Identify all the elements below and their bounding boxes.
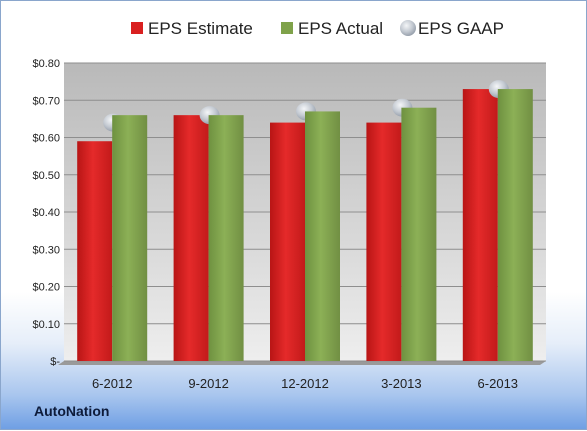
bar-eps-actual [401, 107, 437, 361]
y-tick-label: $0.40 [32, 207, 60, 219]
y-tick-label: $0.10 [32, 319, 60, 331]
x-tick-label: 6-2013 [478, 376, 518, 391]
legend-swatch [281, 22, 293, 34]
legend-item: EPS GAAP [400, 19, 504, 38]
y-tick-label: $0.30 [32, 244, 60, 256]
y-tick-label: $0.80 [32, 58, 60, 70]
legend-label: EPS GAAP [418, 19, 504, 38]
y-tick-label: $0.20 [32, 282, 60, 294]
x-tick-label: 3-2013 [381, 376, 421, 391]
legend: EPS Estimate EPS Actual EPS GAAP [131, 19, 504, 38]
legend-label: EPS Actual [298, 19, 383, 38]
bar-eps-estimate [366, 122, 402, 361]
bars [77, 80, 533, 362]
y-tick-label: $- [50, 356, 60, 368]
legend-swatch [400, 20, 416, 36]
bar-eps-actual [112, 115, 148, 362]
bar-eps-actual [208, 115, 244, 362]
plot-floor [58, 361, 546, 365]
bar-eps-estimate [173, 115, 209, 362]
company-name: AutoNation [34, 403, 110, 419]
y-tick-label: $0.60 [32, 133, 60, 145]
x-tick-label: 6-2012 [92, 376, 132, 391]
y-axis: $- $0.10 $0.20 $0.30 $0.40 $0.50 $0.60 $0.70 $0.… [32, 58, 60, 368]
bar-eps-actual [497, 89, 533, 361]
x-tick-label: 9-2012 [188, 376, 228, 391]
legend-label: EPS Estimate [148, 19, 253, 38]
x-axis: 6-2012 9-2012 12-2012 3-2013 6-2013 [92, 376, 518, 391]
legend-item: EPS Estimate [131, 19, 253, 38]
bar-eps-estimate [270, 122, 305, 361]
y-tick-label: $0.50 [32, 170, 60, 182]
legend-swatch [131, 22, 143, 34]
y-tick-label: $0.70 [32, 95, 60, 107]
bar-eps-actual [305, 111, 340, 361]
legend-item: EPS Actual [281, 19, 383, 38]
bar-eps-estimate [462, 89, 498, 361]
x-tick-label: 12-2012 [281, 376, 329, 391]
bar-eps-estimate [77, 141, 113, 361]
